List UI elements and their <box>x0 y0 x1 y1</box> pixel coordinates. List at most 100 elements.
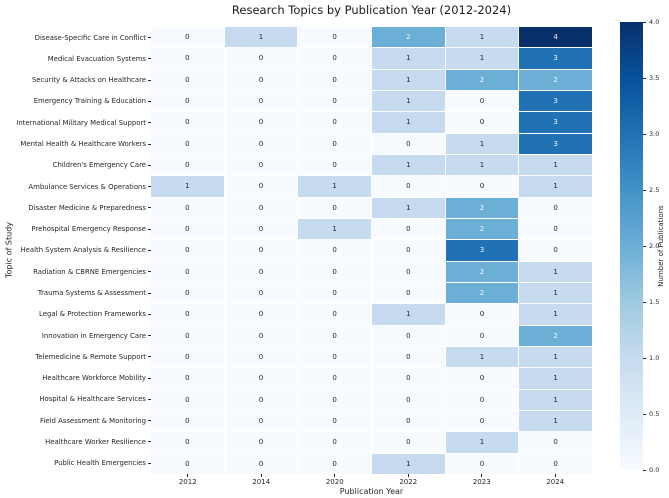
heatmap-cell: 0 <box>298 133 371 154</box>
colorbar-tick-label: 1.0 <box>649 354 660 362</box>
colorbar-tick-label: 4.0 <box>649 18 660 26</box>
heatmap-cell: 0 <box>151 69 224 90</box>
row-label: Disaster Medicine & Preparedness <box>0 197 151 218</box>
heatmap-cell: 1 <box>519 283 592 304</box>
heatmap-cell: 0 <box>298 197 371 218</box>
colorbar-tick-label: 0.5 <box>649 410 660 418</box>
heatmap-cell: 0 <box>298 453 371 474</box>
heatmap-cell: 0 <box>371 347 445 368</box>
colorbar-tick-label: 0.0 <box>649 466 660 474</box>
heatmap-cell: 0 <box>224 69 298 90</box>
heatmap-cell: 0 <box>298 389 371 410</box>
heatmap-cell: 0 <box>151 91 224 112</box>
y-axis-tick-labels: Disease-Specific Care in Conflict Medical… <box>0 27 151 474</box>
heatmap-cell: 0 <box>298 240 371 261</box>
heatmap-cell: 0 <box>298 48 371 69</box>
heatmap-cell: 1 <box>519 155 592 176</box>
heatmap-cell: 1 <box>371 112 445 133</box>
heatmap-cell: 0 <box>151 112 224 133</box>
heatmap-cell: 0 <box>298 155 371 176</box>
colorbar <box>620 22 643 470</box>
heatmap-cell: 2 <box>519 69 592 90</box>
heatmap-cell: 2 <box>445 261 519 282</box>
heatmap-cell: 1 <box>151 176 224 197</box>
heatmap-cell: 0 <box>224 133 298 154</box>
heatmap-cell: 0 <box>445 368 519 389</box>
colorbar-tick-mark <box>643 470 646 471</box>
heatmap-cell: 0 <box>151 368 224 389</box>
heatmap-cell: 0 <box>224 48 298 69</box>
heatmap-cell: 0 <box>224 453 298 474</box>
heatmap-cell: 0 <box>224 411 298 432</box>
heatmap-cell: 0 <box>151 389 224 410</box>
row-label: Mental Health & Healthcare Workers <box>0 133 151 154</box>
chart-title: Research Topics by Publication Year (201… <box>231 3 512 17</box>
y-tick-mark <box>148 313 151 315</box>
col-label: 2023 <box>472 478 491 486</box>
row-label: Medical Evacuation Systems <box>0 48 151 69</box>
y-tick-mark <box>148 249 151 251</box>
heatmap-cell: 0 <box>224 389 298 410</box>
y-tick-mark <box>148 441 151 443</box>
colorbar-tick-label: 3.0 <box>649 130 660 138</box>
heatmap-cell: 0 <box>298 325 371 346</box>
heatmap-cell: 1 <box>445 155 519 176</box>
x-axis-label: Publication Year <box>339 487 404 496</box>
heatmap-cell: 0 <box>519 453 592 474</box>
colorbar-tick-mark <box>643 134 646 135</box>
heatmap-cell: 0 <box>151 283 224 304</box>
heatmap-cell: 1 <box>519 389 592 410</box>
row-label: Children's Emergency Care <box>0 155 151 176</box>
row-label: Security & Attacks on Healthcare <box>0 70 151 91</box>
y-tick-mark <box>148 143 151 145</box>
heatmap-cell: 0 <box>224 197 298 218</box>
heatmap-cell: 0 <box>151 219 224 240</box>
y-tick-mark <box>148 398 151 400</box>
heatmap-cell: 2 <box>445 219 519 240</box>
x-tick-mark <box>407 474 409 477</box>
row-label: Healthcare Workforce Mobility <box>0 368 151 389</box>
heatmap-cell: 1 <box>445 48 519 69</box>
row-label: Innovation in Emergency Care <box>0 325 151 346</box>
colorbar-tick-mark <box>643 414 646 415</box>
heatmap-cell: 0 <box>371 411 445 432</box>
heatmap-cell: 0 <box>445 453 519 474</box>
row-label: Disease-Specific Care in Conflict <box>0 27 151 48</box>
heatmap-cell: 1 <box>519 368 592 389</box>
heatmap-cell: 0 <box>224 283 298 304</box>
heatmap-cell: 0 <box>224 155 298 176</box>
row-label: Public Health Emergencies <box>0 453 151 474</box>
heatmap-cell: 1 <box>371 69 445 90</box>
heatmap-cell: 1 <box>371 453 445 474</box>
heatmap-cell: 0 <box>519 219 592 240</box>
heatmap-cell: 0 <box>151 453 224 474</box>
heatmap-cell: 0 <box>445 325 519 346</box>
colorbar-tick-label: 3.5 <box>649 74 660 82</box>
x-tick-mark <box>554 474 556 477</box>
heatmap-cell: 0 <box>151 48 224 69</box>
heatmap-cell: 0 <box>371 133 445 154</box>
y-tick-mark <box>148 292 151 294</box>
heatmap-cell: 1 <box>519 176 592 197</box>
heatmap-cell: 0 <box>298 27 371 48</box>
heatmap-cell: 2 <box>445 283 519 304</box>
row-label: Hospital & Healthcare Services <box>0 389 151 410</box>
heatmap-cell: 1 <box>298 176 371 197</box>
col-label: 2014 <box>252 478 271 486</box>
heatmap-cell: 0 <box>371 283 445 304</box>
colorbar-ticks: 4.0 3.5 3.0 2.5 2.0 1.5 1.0 0.5 0.0 <box>643 18 669 474</box>
heatmap-cell: 0 <box>519 197 592 218</box>
heatmap-cell: 0 <box>224 347 298 368</box>
y-tick-mark <box>148 228 151 230</box>
heatmap-cell: 0 <box>371 240 445 261</box>
colorbar-tick-label: 1.5 <box>649 298 660 306</box>
heatmap-cell: 0 <box>445 176 519 197</box>
heatmap-cell: 0 <box>298 304 371 325</box>
heatmap-cell: 0 <box>151 261 224 282</box>
heatmap-cell: 2 <box>371 27 445 48</box>
y-tick-mark <box>148 335 151 337</box>
x-tick-mark <box>481 474 483 477</box>
y-tick-mark <box>148 37 151 39</box>
